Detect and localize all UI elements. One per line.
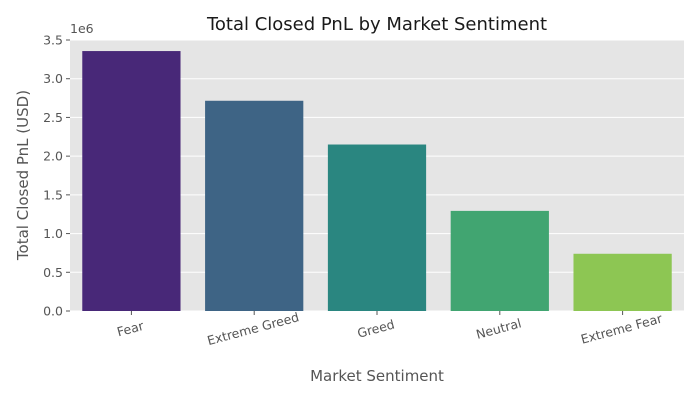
bar-extreme-fear [573, 253, 672, 311]
y-tick-label: 2.0 [43, 149, 63, 164]
y-tick-label: 0.0 [43, 304, 63, 319]
bar-greed [327, 144, 427, 311]
y-tick-label: 3.0 [43, 71, 63, 86]
x-tick-label: Extreme Greed [205, 309, 300, 348]
x-axis-label: Market Sentiment [310, 367, 444, 385]
bar-fear [82, 51, 181, 312]
y-tick-label: 0.5 [43, 265, 63, 280]
x-tick-label: Extreme Fear [579, 310, 664, 346]
y-tick-label: 2.5 [43, 110, 63, 125]
x-tick-label: Neutral [474, 315, 522, 341]
bar-neutral [450, 210, 549, 311]
y-tick-label: 3.5 [43, 33, 63, 48]
x-tick-label: Greed [356, 317, 396, 341]
y-axis-label: Total Closed PnL (USD) [14, 90, 32, 261]
chart-title: Total Closed PnL by Market Sentiment [206, 14, 547, 35]
x-axis-ticks: Fear Extreme Greed Greed Neutral Extreme Fea… [115, 309, 664, 348]
x-tick-label: Fear [115, 318, 146, 340]
y-tick-label: 1.0 [43, 226, 63, 241]
bars [82, 51, 672, 312]
y-axis-ticks: 0.0 0.5 1.0 1.5 2.0 2.5 3.0 3.5 [43, 33, 70, 319]
y-axis-offset-label: 1e6 [70, 21, 94, 36]
bar-extreme-greed [205, 100, 304, 311]
y-tick-label: 1.5 [43, 187, 63, 202]
